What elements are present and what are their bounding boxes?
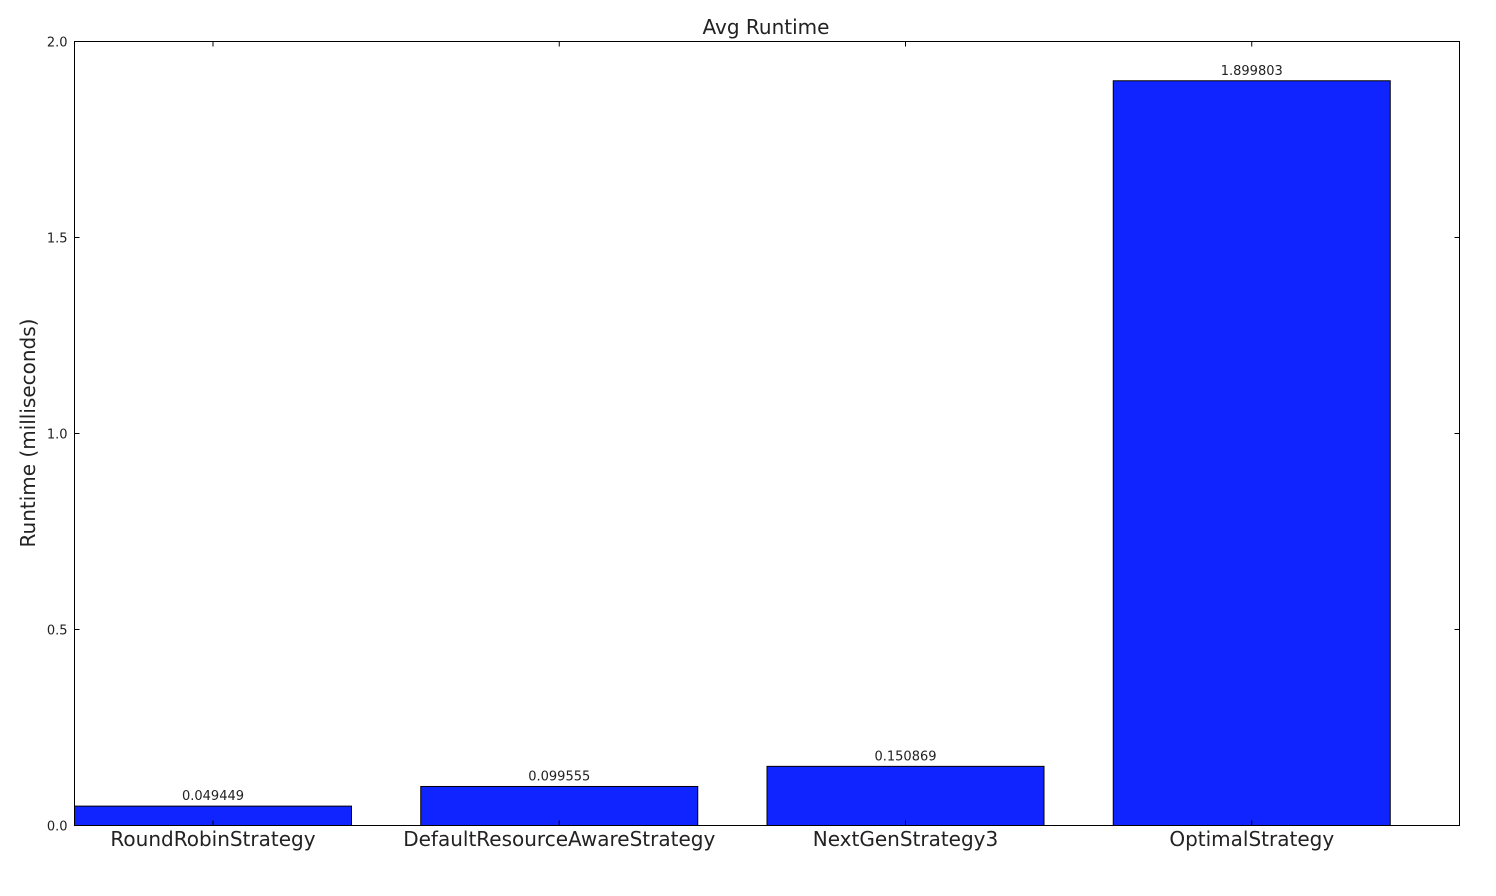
data-label: 1.899803 xyxy=(1221,64,1283,79)
data-label: 0.049449 xyxy=(182,789,244,804)
y-tick-label: 0.0 xyxy=(47,820,68,835)
y-tick-label: 1.0 xyxy=(47,428,68,443)
data-label: 0.150869 xyxy=(874,749,936,764)
bar xyxy=(1112,80,1391,826)
plot-frame xyxy=(74,41,1460,826)
y-tick-label: 2.0 xyxy=(47,36,68,51)
bar xyxy=(766,765,1045,827)
x-tick-label: NextGenStrategy3 xyxy=(813,827,999,851)
y-tick-label: 0.5 xyxy=(47,624,68,639)
x-tick-label: OptimalStrategy xyxy=(1169,827,1334,851)
y-tick-label: 1.5 xyxy=(47,232,68,247)
x-tick-label: DefaultResourceAwareStrategy xyxy=(403,827,715,851)
bar xyxy=(420,785,699,826)
chart-title: Avg Runtime xyxy=(703,15,830,39)
x-tick-label: RoundRobinStrategy xyxy=(110,827,315,851)
data-label: 0.099555 xyxy=(528,769,590,784)
y-axis-label: Runtime (milliseconds) xyxy=(16,319,40,548)
